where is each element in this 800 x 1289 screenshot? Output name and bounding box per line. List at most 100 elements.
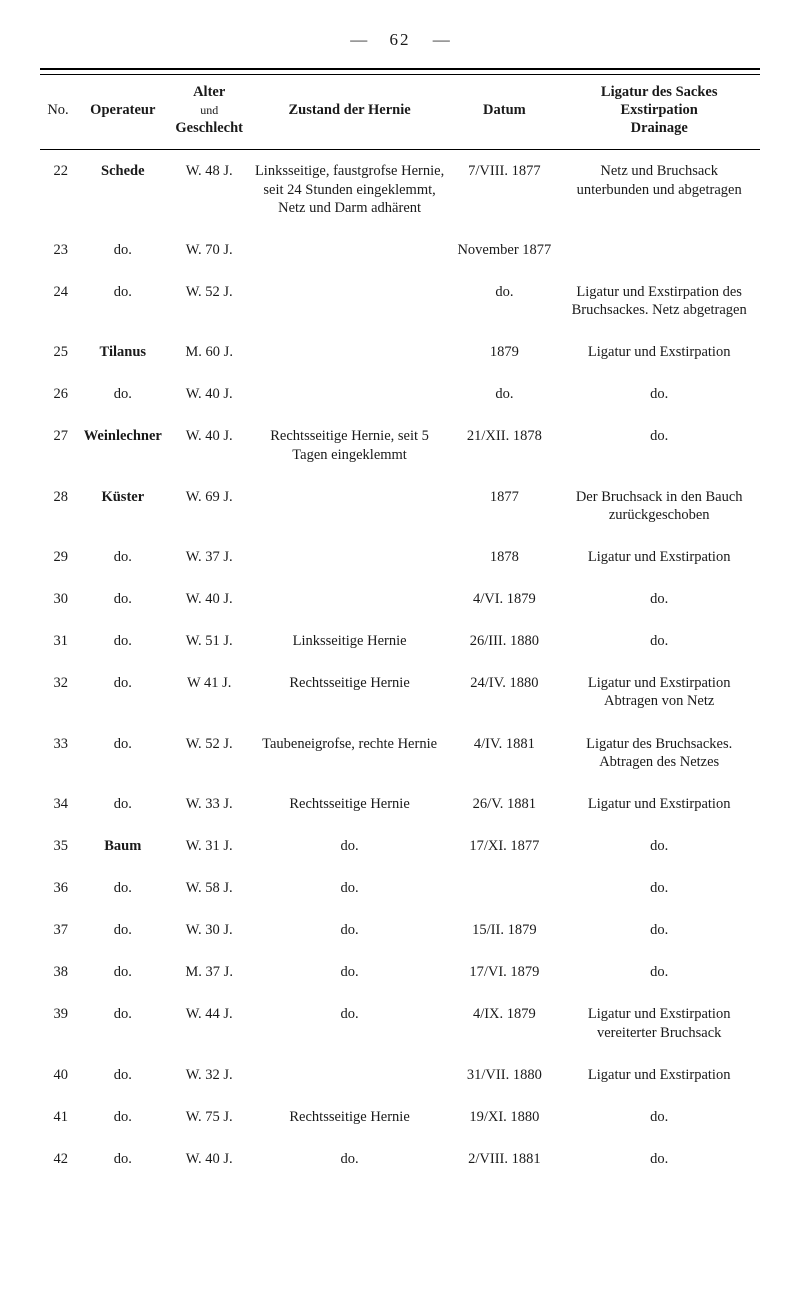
cell-zustand	[249, 476, 451, 536]
cell-ligatur: Ligatur und Exstirpation	[558, 331, 760, 373]
cell-operateur: do.	[76, 1054, 170, 1096]
col-datum: Datum	[450, 75, 558, 150]
cell-datum: 26/V. 1881	[450, 783, 558, 825]
cell-datum: do.	[450, 373, 558, 415]
cell-datum: 4/VI. 1879	[450, 578, 558, 620]
cell-no: 28	[40, 476, 76, 536]
table-row: 36do.W. 58 J.do.do.	[40, 867, 760, 909]
cell-age: W. 30 J.	[170, 909, 249, 951]
cell-zustand: Linksseitige, faustgrofse Hernie, seit 2…	[249, 150, 451, 229]
cell-datum: 24/IV. 1880	[450, 662, 558, 722]
cell-operateur: Schede	[76, 150, 170, 229]
table-row: 41do.W. 75 J.Rechtsseitige Hernie19/XI. …	[40, 1096, 760, 1138]
cell-no: 31	[40, 620, 76, 662]
cell-ligatur: do.	[558, 373, 760, 415]
cell-no: 27	[40, 415, 76, 475]
cell-ligatur: Ligatur und Exstirpation	[558, 536, 760, 578]
cell-operateur: do.	[76, 536, 170, 578]
cell-ligatur: Der Bruchsack in den Bauch zurückgeschob…	[558, 476, 760, 536]
col-alter-mid: und	[200, 103, 218, 117]
page-number-value: 62	[390, 30, 411, 50]
cell-operateur: do.	[76, 723, 170, 783]
table-row: 32do.W 41 J.Rechtsseitige Hernie24/IV. 1…	[40, 662, 760, 722]
col-zustand: Zustand der Hernie	[249, 75, 451, 150]
cell-age: W. 70 J.	[170, 229, 249, 271]
cell-operateur: Weinlechner	[76, 415, 170, 475]
cell-operateur: do.	[76, 1096, 170, 1138]
cell-operateur: Baum	[76, 825, 170, 867]
cell-operateur: Küster	[76, 476, 170, 536]
table-row: 42do.W. 40 J.do.2/VIII. 1881do.	[40, 1138, 760, 1180]
cell-datum: 2/VIII. 1881	[450, 1138, 558, 1180]
col-lig3: Drainage	[631, 120, 688, 136]
cell-age: W. 37 J.	[170, 536, 249, 578]
cell-age: W. 44 J.	[170, 993, 249, 1053]
cell-operateur: do.	[76, 662, 170, 722]
cell-datum: 1879	[450, 331, 558, 373]
cell-zustand: do.	[249, 1138, 451, 1180]
cell-operateur: do.	[76, 951, 170, 993]
cell-datum: 17/VI. 1879	[450, 951, 558, 993]
cell-ligatur: do.	[558, 1096, 760, 1138]
cell-age: W. 40 J.	[170, 415, 249, 475]
table-row: 28KüsterW. 69 J.1877Der Bruchsack in den…	[40, 476, 760, 536]
cell-zustand: do.	[249, 825, 451, 867]
table-row: 26do.W. 40 J.do.do.	[40, 373, 760, 415]
cell-no: 22	[40, 150, 76, 229]
cell-zustand: Linksseitige Hernie	[249, 620, 451, 662]
cell-datum: 1878	[450, 536, 558, 578]
cell-no: 40	[40, 1054, 76, 1096]
top-rule	[40, 68, 760, 75]
cell-zustand: do.	[249, 951, 451, 993]
cell-no: 37	[40, 909, 76, 951]
cell-operateur: do.	[76, 993, 170, 1053]
cell-no: 38	[40, 951, 76, 993]
col-no-label: No.	[47, 102, 68, 118]
cell-datum: 4/IV. 1881	[450, 723, 558, 783]
cell-ligatur: Ligatur und Exstirpation	[558, 1054, 760, 1096]
cell-operateur: do.	[76, 783, 170, 825]
cell-ligatur: Ligatur und Exstirpation	[558, 783, 760, 825]
cell-datum: 17/XI. 1877	[450, 825, 558, 867]
cell-datum	[450, 867, 558, 909]
cell-age: M. 37 J.	[170, 951, 249, 993]
cell-no: 30	[40, 578, 76, 620]
cell-ligatur: do.	[558, 867, 760, 909]
cell-no: 23	[40, 229, 76, 271]
col-alter-bot: Geschlecht	[175, 120, 243, 136]
col-no: No.	[40, 75, 76, 150]
cell-age: W. 58 J.	[170, 867, 249, 909]
cell-no: 42	[40, 1138, 76, 1180]
cell-datum: 21/XII. 1878	[450, 415, 558, 475]
cell-ligatur: Netz und Bruchsack unterbunden und abget…	[558, 150, 760, 229]
cell-ligatur: Ligatur und Exstirpation Abtragen von Ne…	[558, 662, 760, 722]
cell-operateur: do.	[76, 1138, 170, 1180]
col-alter-top: Alter	[193, 84, 225, 100]
col-lig1: Ligatur des Sackes	[601, 84, 718, 100]
cell-age: W. 51 J.	[170, 620, 249, 662]
cell-age: W. 48 J.	[170, 150, 249, 229]
table-row: 30do.W. 40 J.4/VI. 1879do.	[40, 578, 760, 620]
cell-age: W. 52 J.	[170, 271, 249, 331]
cell-age: W. 32 J.	[170, 1054, 249, 1096]
cell-datum: 7/VIII. 1877	[450, 150, 558, 229]
cell-zustand: do.	[249, 909, 451, 951]
cell-datum: 1877	[450, 476, 558, 536]
cell-age: W. 31 J.	[170, 825, 249, 867]
col-operateur-label: Operateur	[90, 102, 155, 118]
cell-datum: 15/II. 1879	[450, 909, 558, 951]
cell-no: 32	[40, 662, 76, 722]
cell-datum: do.	[450, 271, 558, 331]
cell-datum: 19/XI. 1880	[450, 1096, 558, 1138]
col-datum-label: Datum	[483, 102, 526, 118]
cell-no: 29	[40, 536, 76, 578]
cell-operateur: do.	[76, 229, 170, 271]
table-header: No. Operateur Alter und Geschlecht Zusta…	[40, 75, 760, 150]
cell-ligatur: do.	[558, 620, 760, 662]
cell-age: W. 75 J.	[170, 1096, 249, 1138]
col-ligatur: Ligatur des Sackes Exstirpation Drainage	[558, 75, 760, 150]
table-row: 39do.W. 44 J.do.4/IX. 1879Ligatur und Ex…	[40, 993, 760, 1053]
cell-ligatur: do.	[558, 415, 760, 475]
table-row: 34do.W. 33 J.Rechtsseitige Hernie26/V. 1…	[40, 783, 760, 825]
cell-zustand	[249, 1054, 451, 1096]
